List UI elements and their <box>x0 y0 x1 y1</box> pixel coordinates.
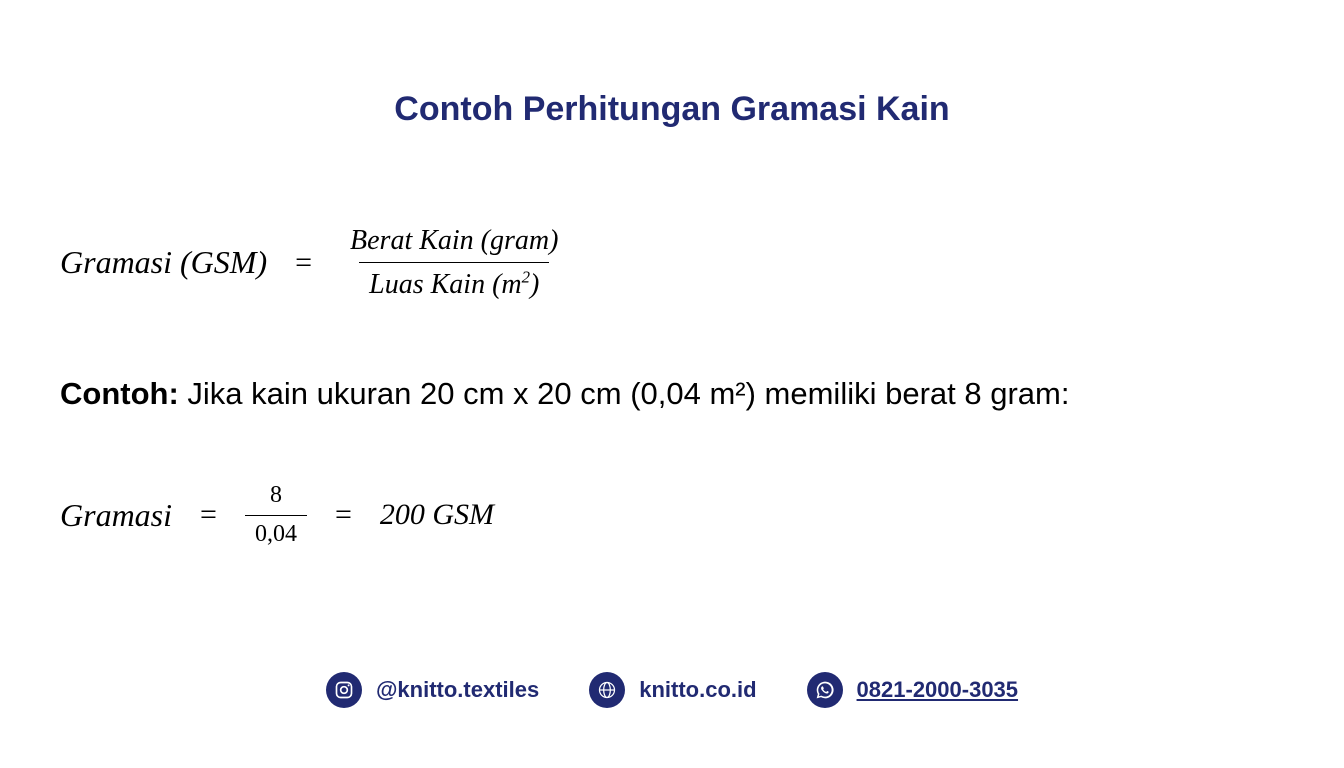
formula-lhs: Gramasi (GSM) <box>60 244 267 281</box>
example-calculation: Gramasi = 8 0,04 = 200 GSM <box>60 477 1284 553</box>
calc-fraction: 8 0,04 <box>245 477 307 553</box>
example-label: Contoh: <box>60 376 179 411</box>
calc-lhs: Gramasi <box>60 497 172 534</box>
example-body: Jika kain ukuran 20 cm x 20 cm (0,04 m²)… <box>179 376 1070 411</box>
formula-denominator: Luas Kain (m2) <box>359 262 549 306</box>
instagram-link[interactable]: @knitto.textiles <box>326 672 539 708</box>
whatsapp-icon <box>807 672 843 708</box>
calc-numerator: 8 <box>260 477 292 515</box>
formula-fraction: Berat Kain (gram) Luas Kain (m2) <box>340 219 568 306</box>
page-title: Contoh Perhitungan Gramasi Kain <box>60 90 1284 129</box>
instagram-icon <box>326 672 362 708</box>
phone-number: 0821-2000-3035 <box>857 677 1018 703</box>
phone-link[interactable]: 0821-2000-3035 <box>807 672 1018 708</box>
footer: @knitto.textiles knitto.co.id 0821-2000-… <box>0 672 1344 708</box>
globe-icon <box>589 672 625 708</box>
gsm-formula: Gramasi (GSM) = Berat Kain (gram) Luas K… <box>60 219 1284 306</box>
equals-sign: = <box>295 246 312 280</box>
website-link[interactable]: knitto.co.id <box>589 672 756 708</box>
equals-sign-3: = <box>335 498 352 532</box>
equals-sign-2: = <box>200 498 217 532</box>
example-description: Contoh: Jika kain ukuran 20 cm x 20 cm (… <box>60 376 1284 412</box>
website-url: knitto.co.id <box>639 677 756 703</box>
calc-result: 200 GSM <box>380 498 494 532</box>
calc-denominator: 0,04 <box>245 515 307 554</box>
formula-numerator: Berat Kain (gram) <box>340 219 568 262</box>
instagram-handle: @knitto.textiles <box>376 677 539 703</box>
